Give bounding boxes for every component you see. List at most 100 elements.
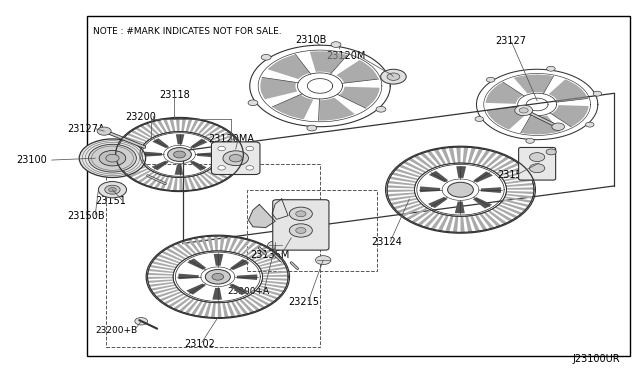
Circle shape	[246, 146, 253, 151]
Wedge shape	[428, 197, 447, 208]
Wedge shape	[504, 196, 532, 203]
Wedge shape	[231, 301, 242, 316]
Circle shape	[246, 166, 253, 170]
Wedge shape	[219, 149, 242, 152]
Wedge shape	[506, 183, 534, 187]
Wedge shape	[214, 165, 236, 173]
Wedge shape	[260, 283, 286, 289]
Wedge shape	[237, 240, 251, 254]
Wedge shape	[212, 167, 232, 176]
Circle shape	[552, 123, 564, 131]
Text: 23100: 23100	[17, 155, 47, 165]
Wedge shape	[119, 143, 142, 149]
Bar	[87, 16, 630, 356]
Wedge shape	[194, 238, 205, 253]
Text: J23100UR: J23100UR	[573, 354, 620, 364]
Wedge shape	[262, 275, 288, 277]
Wedge shape	[186, 283, 206, 295]
Wedge shape	[488, 210, 507, 224]
Text: 23102: 23102	[184, 339, 216, 349]
Wedge shape	[179, 274, 199, 279]
Wedge shape	[218, 158, 241, 162]
Wedge shape	[429, 171, 448, 182]
Wedge shape	[420, 153, 438, 167]
Text: 23151: 23151	[95, 196, 126, 206]
Wedge shape	[192, 176, 202, 189]
Wedge shape	[438, 215, 449, 231]
Wedge shape	[143, 173, 158, 185]
Wedge shape	[394, 201, 420, 209]
Circle shape	[248, 100, 258, 106]
Wedge shape	[156, 289, 180, 298]
Wedge shape	[214, 254, 223, 266]
Circle shape	[387, 73, 400, 80]
Wedge shape	[387, 190, 415, 192]
Wedge shape	[168, 295, 188, 307]
Circle shape	[229, 154, 242, 162]
Wedge shape	[397, 203, 422, 213]
Wedge shape	[506, 191, 534, 194]
Wedge shape	[170, 245, 189, 258]
Circle shape	[316, 256, 331, 264]
Circle shape	[475, 116, 483, 122]
Circle shape	[99, 182, 127, 198]
Wedge shape	[173, 177, 178, 191]
Wedge shape	[152, 138, 169, 148]
Wedge shape	[503, 174, 531, 182]
Text: 23215: 23215	[288, 296, 319, 307]
Wedge shape	[206, 171, 224, 182]
Wedge shape	[166, 248, 186, 260]
Wedge shape	[211, 302, 216, 318]
Text: 23200: 23200	[125, 112, 156, 122]
Bar	[246, 190, 378, 271]
Wedge shape	[521, 115, 561, 134]
Circle shape	[173, 151, 186, 158]
Wedge shape	[237, 275, 257, 280]
Wedge shape	[200, 237, 209, 252]
Wedge shape	[187, 259, 206, 270]
Wedge shape	[499, 166, 524, 176]
Wedge shape	[244, 244, 262, 257]
Wedge shape	[149, 282, 175, 287]
Circle shape	[223, 151, 248, 166]
Wedge shape	[148, 277, 173, 279]
Wedge shape	[218, 145, 241, 150]
Wedge shape	[152, 261, 177, 268]
Wedge shape	[184, 177, 189, 190]
Wedge shape	[465, 216, 472, 232]
Wedge shape	[481, 152, 497, 167]
Wedge shape	[256, 256, 280, 264]
Wedge shape	[219, 153, 242, 154]
Wedge shape	[125, 166, 147, 174]
Wedge shape	[129, 168, 149, 177]
Wedge shape	[201, 124, 216, 136]
Wedge shape	[193, 121, 205, 134]
Circle shape	[289, 207, 312, 221]
Wedge shape	[207, 129, 226, 139]
Wedge shape	[150, 284, 176, 291]
Wedge shape	[387, 192, 415, 196]
Circle shape	[519, 108, 528, 113]
Circle shape	[486, 77, 495, 82]
Wedge shape	[145, 123, 160, 135]
Wedge shape	[229, 284, 248, 295]
Wedge shape	[163, 119, 172, 132]
Wedge shape	[505, 179, 532, 184]
Wedge shape	[185, 300, 199, 314]
Wedge shape	[492, 208, 513, 221]
Wedge shape	[485, 154, 504, 168]
Wedge shape	[188, 177, 196, 190]
Text: 23156: 23156	[497, 170, 529, 180]
Wedge shape	[470, 215, 480, 231]
Wedge shape	[262, 270, 288, 274]
Wedge shape	[148, 269, 174, 273]
Wedge shape	[479, 214, 494, 229]
Wedge shape	[120, 161, 143, 168]
Circle shape	[526, 138, 534, 143]
Circle shape	[268, 241, 283, 250]
Wedge shape	[117, 154, 140, 157]
Wedge shape	[273, 94, 314, 119]
Wedge shape	[412, 209, 432, 223]
Wedge shape	[207, 236, 214, 251]
Wedge shape	[175, 164, 183, 175]
